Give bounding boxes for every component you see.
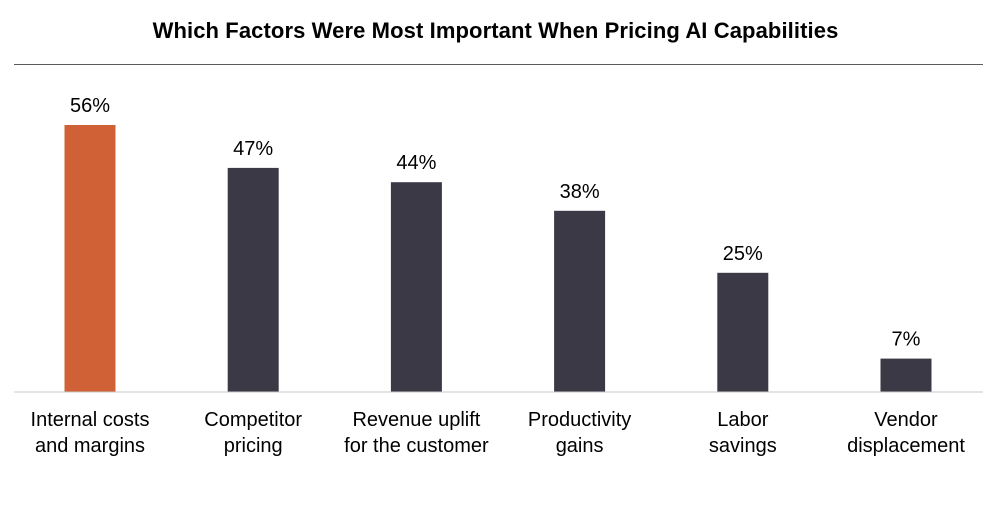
category-label-0-line-0: Internal costs	[31, 409, 150, 431]
bar-4	[717, 272, 769, 392]
category-label-0-line-1: and margins	[35, 435, 145, 457]
category-label-2-line-0: Revenue uplift	[352, 409, 480, 431]
value-labels-layer: 56% 47% 44% 38% 25% 7%	[70, 95, 921, 351]
bar-2	[390, 182, 442, 392]
category-label-3-line-0: Productivity	[528, 409, 631, 431]
category-label-1-line-1: pricing	[224, 435, 283, 457]
value-label-0: 56%	[70, 95, 110, 117]
chart-title: Which Factors Were Most Important When P…	[152, 18, 839, 43]
category-label-3-line-1: gains	[556, 435, 604, 457]
value-label-2: 44%	[396, 152, 436, 174]
category-label-1-line-0: Competitor	[204, 409, 302, 431]
category-label-5-line-1: displacement	[847, 435, 965, 457]
category-labels-layer: Internal costs and margins Competitor prici…	[31, 409, 966, 457]
bars-layer	[64, 125, 932, 392]
value-label-3: 38%	[560, 181, 600, 203]
category-label-4-line-1: savings	[709, 435, 777, 457]
title-divider	[14, 64, 983, 65]
category-label-4-line-0: Labor	[717, 409, 768, 431]
category-label-2-line-1: for the customer	[344, 435, 489, 457]
value-label-1: 47%	[233, 138, 273, 160]
value-label-5: 7%	[892, 329, 921, 351]
bar-3	[554, 210, 606, 392]
bar-1	[227, 167, 279, 392]
category-label-5-line-0: Vendor	[874, 409, 938, 431]
bar-0	[64, 125, 116, 392]
bar-5	[880, 358, 932, 392]
value-label-4: 25%	[723, 243, 763, 265]
